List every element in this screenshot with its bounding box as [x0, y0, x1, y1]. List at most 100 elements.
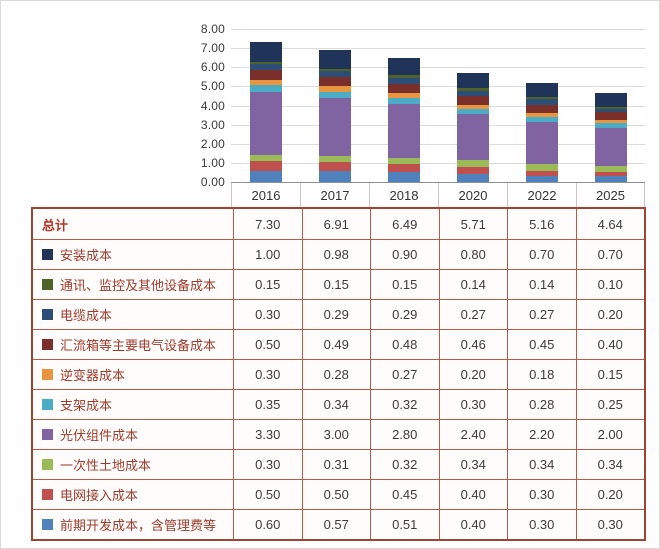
value-cell: 0.30 — [233, 360, 302, 389]
bar-segment — [525, 113, 558, 117]
bar-segment — [525, 104, 558, 114]
value-cell: 2.20 — [507, 420, 576, 449]
bar-segment — [387, 103, 420, 158]
bar-segment — [318, 86, 351, 92]
value-cell: 0.29 — [301, 300, 371, 329]
value-cell: 0.51 — [370, 510, 439, 539]
value-cell: 0.30 — [438, 390, 508, 419]
value-cell: 0.45 — [370, 480, 439, 509]
value-cell: 0.34 — [438, 450, 508, 479]
value-cell: 0.40 — [575, 330, 645, 359]
y-axis-tick-label: 7.00 — [200, 41, 225, 56]
bar-segment — [594, 112, 627, 121]
bar-segment — [456, 90, 489, 96]
row-label: 光伏组件成本 — [60, 428, 139, 443]
value-cell: 0.40 — [438, 480, 508, 509]
value-cell: 0.60 — [233, 510, 302, 539]
value-cell: 0.27 — [507, 300, 576, 329]
value-cell: 0.20 — [575, 480, 645, 509]
legend-swatch-icon — [42, 279, 53, 290]
x-axis-line — [231, 182, 645, 183]
value-cell: 0.40 — [438, 510, 508, 539]
bar-segment — [525, 99, 558, 105]
gridline — [231, 143, 645, 145]
gridline — [231, 162, 645, 164]
value-cell: 0.25 — [575, 390, 645, 419]
value-cell: 2.40 — [438, 420, 508, 449]
y-axis-tick-label: 8.00 — [200, 22, 225, 36]
bar-segment — [318, 171, 351, 182]
table-row: 通讯、监控及其他设备成本 0.15 0.15 0.15 0.14 0.14 0.10 — [33, 269, 644, 299]
gridline — [231, 67, 645, 69]
gridline — [231, 86, 645, 88]
bar-segment — [249, 155, 282, 161]
row-label-cell: 安装成本 — [33, 240, 233, 269]
data-table: 总计 7.30 6.91 6.49 5.71 5.16 4.64 安装成本 1.00 0.98 0.… — [31, 207, 646, 541]
row-label: 电缆成本 — [60, 308, 113, 323]
x-axis-category-label: 2018 — [369, 183, 438, 207]
table-row: 安装成本 1.00 0.98 0.90 0.80 0.70 0.70 — [33, 239, 644, 269]
bar-segment — [525, 176, 558, 182]
value-cell: 0.14 — [507, 270, 576, 299]
row-label-cell: 一次性土地成本 — [33, 450, 233, 479]
value-cell: 0.30 — [575, 510, 645, 539]
value-cell: 0.90 — [370, 240, 439, 269]
table-row: 逆变器成本 0.30 0.28 0.27 0.20 0.18 0.15 — [33, 359, 644, 389]
gridline — [231, 124, 645, 126]
y-axis-tick-label: 0.00 — [200, 175, 225, 189]
x-axis-category-label: 2020 — [438, 183, 507, 207]
x-axis-category-label: 2025 — [576, 183, 645, 207]
bar-segment — [594, 93, 627, 107]
row-label-cell: 总计 — [33, 209, 233, 239]
value-cell: 0.15 — [370, 270, 439, 299]
row-label: 一次性土地成本 — [60, 458, 152, 473]
row-label-cell: 前期开发成本，含管理费等 — [33, 510, 233, 539]
value-cell: 0.34 — [575, 450, 645, 479]
legend-swatch-icon — [42, 249, 53, 260]
bar-segment — [318, 155, 351, 162]
x-axis-category-label: 2016 — [231, 183, 300, 207]
value-cell: 0.34 — [301, 390, 371, 419]
table-row: 电网接入成本 0.50 0.50 0.45 0.40 0.30 0.20 — [33, 479, 644, 509]
value-cell: 3.30 — [233, 420, 302, 449]
table-row-total: 总计 7.30 6.91 6.49 5.71 5.16 4.64 — [33, 209, 644, 239]
row-label-cell: 光伏组件成本 — [33, 420, 233, 449]
table-row: 前期开发成本，含管理费等 0.60 0.57 0.51 0.40 0.30 0.30 — [33, 509, 644, 539]
value-cell: 1.00 — [233, 240, 302, 269]
bar-segment — [594, 106, 627, 109]
bar-segment — [318, 98, 351, 156]
bar-segment — [594, 165, 627, 173]
bar-segment — [525, 83, 558, 97]
value-cell: 0.14 — [438, 270, 508, 299]
bar-segment — [525, 96, 558, 100]
legend-swatch-icon — [42, 369, 53, 380]
value-cell: 0.70 — [507, 240, 576, 269]
value-cell: 0.57 — [301, 510, 371, 539]
bar-segment — [387, 92, 420, 98]
bar-segment — [456, 88, 489, 91]
value-cell: 0.15 — [301, 270, 371, 299]
value-cell: 0.18 — [507, 360, 576, 389]
row-label: 支架成本 — [60, 398, 113, 413]
bar-segment — [456, 166, 489, 175]
value-cell: 2.00 — [575, 420, 645, 449]
bar-segment — [525, 116, 558, 122]
bar-segment — [594, 172, 627, 177]
bar-segment — [249, 70, 282, 80]
value-cell: 0.30 — [233, 450, 302, 479]
row-label: 汇流箱等主要电气设备成本 — [60, 338, 217, 353]
chart-plot-area — [231, 29, 645, 183]
bar-segment — [594, 122, 627, 128]
bar-segment — [249, 64, 282, 71]
x-axis-year-labels: 2016 2017 2018 2020 2022 2025 — [231, 183, 645, 207]
x-axis-category-label: 2017 — [300, 183, 369, 207]
gridline — [231, 48, 645, 50]
bar-segment — [249, 42, 282, 62]
bar-segment — [594, 127, 627, 166]
row-label-cell: 通讯、监控及其他设备成本 — [33, 270, 233, 299]
value-cell: 0.45 — [507, 330, 576, 359]
y-axis-tick-label: 2.00 — [200, 136, 225, 151]
value-cell: 0.32 — [370, 390, 439, 419]
value-cell: 0.50 — [301, 480, 371, 509]
row-label-cell: 电网接入成本 — [33, 480, 233, 509]
